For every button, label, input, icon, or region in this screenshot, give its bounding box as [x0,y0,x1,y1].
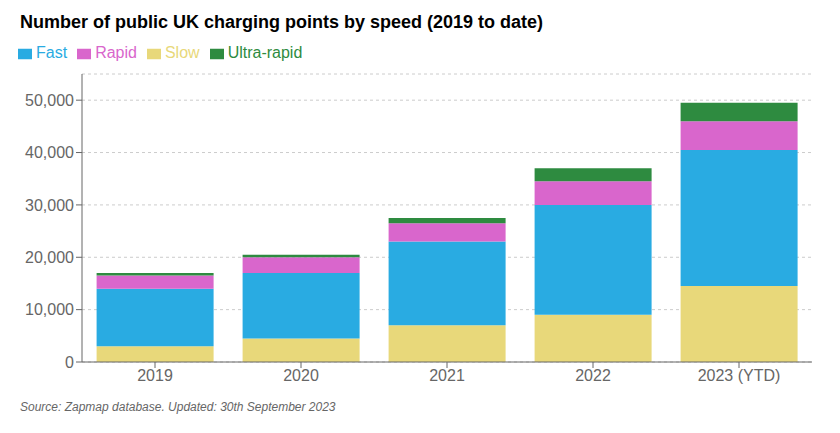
svg-text:50,000: 50,000 [25,92,74,109]
svg-text:20,000: 20,000 [25,249,74,266]
html-text:Source: Zapmap database. Updat: Source: Zapmap database. Updated: 30th S… [20,400,336,414]
svg-text:2021: 2021 [429,367,465,384]
html-text:Fast: Fast [36,44,68,61]
svg-text:30,000: 30,000 [25,197,74,214]
html-text:Number of public UK charging p: Number of public UK charging points by s… [20,12,544,32]
svg-text:2019: 2019 [137,367,173,384]
svg-text:10,000: 10,000 [25,301,74,318]
html-text:Ultra-rapid: Ultra-rapid [227,44,303,61]
svg-text:40,000: 40,000 [25,144,74,161]
svg-text:0: 0 [65,354,74,371]
html-text:Rapid: Rapid [95,44,137,61]
svg-text:2022: 2022 [575,367,611,384]
svg-text:2023 (YTD): 2023 (YTD) [698,367,781,384]
svg-text:2020: 2020 [283,367,319,384]
html-text:Slow: Slow [164,44,200,61]
